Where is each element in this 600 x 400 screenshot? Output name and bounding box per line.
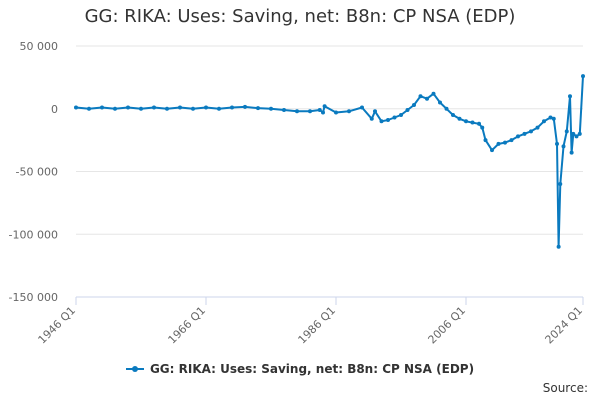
data-point[interactable]	[379, 119, 384, 124]
data-point[interactable]	[555, 141, 559, 146]
data-point[interactable]	[360, 105, 364, 110]
data-point[interactable]	[256, 106, 260, 111]
data-point[interactable]	[470, 120, 475, 125]
data-point[interactable]	[191, 106, 195, 111]
data-point[interactable]	[418, 94, 423, 99]
data-point[interactable]	[457, 116, 462, 121]
data-point[interactable]	[425, 96, 429, 101]
y-tick-label: 0	[51, 103, 58, 116]
data-point[interactable]	[577, 131, 582, 136]
data-point[interactable]	[464, 119, 468, 124]
data-point[interactable]	[322, 104, 327, 109]
data-point[interactable]	[516, 134, 520, 139]
data-point[interactable]	[87, 106, 91, 111]
data-point[interactable]	[509, 138, 514, 143]
data-point[interactable]	[308, 109, 312, 114]
chart-title: GG: RIKA: Uses: Saving, net: B8n: CP NSA…	[84, 6, 516, 27]
data-point[interactable]	[480, 125, 485, 130]
data-point[interactable]	[569, 150, 574, 155]
data-point[interactable]	[444, 106, 449, 111]
data-point[interactable]	[561, 144, 566, 149]
data-point[interactable]	[100, 105, 104, 110]
data-point[interactable]	[178, 105, 182, 110]
data-point[interactable]	[451, 113, 455, 118]
data-point[interactable]	[392, 115, 397, 120]
legend-item[interactable]: GG: RIKA: Uses: Saving, net: B8n: CP NSA…	[125, 362, 475, 376]
data-point[interactable]	[334, 110, 338, 115]
y-tick-label: -150 000	[9, 291, 58, 304]
data-point[interactable]	[412, 102, 416, 107]
data-point[interactable]	[405, 108, 410, 113]
data-point[interactable]	[399, 113, 403, 118]
source-label: Source:	[542, 381, 588, 395]
data-point[interactable]	[165, 106, 169, 111]
y-tick-label: -50 000	[16, 166, 58, 179]
data-point[interactable]	[490, 148, 494, 153]
data-point[interactable]	[152, 105, 156, 110]
data-point[interactable]	[438, 100, 442, 105]
data-point[interactable]	[568, 94, 572, 99]
data-point[interactable]	[558, 182, 563, 187]
y-tick-label: -100 000	[9, 228, 58, 241]
data-point[interactable]	[551, 116, 556, 121]
data-point[interactable]	[522, 131, 527, 136]
data-point[interactable]	[204, 105, 208, 110]
x-axis: 1946 Q1 1966 Q1 1986 Q1 2006 Q1 2024 Q1	[36, 296, 586, 347]
data-point[interactable]	[295, 109, 299, 114]
data-point[interactable]	[431, 91, 436, 96]
data-point[interactable]	[139, 106, 143, 111]
y-axis: 50 000 0 -50 000 -100 000 -150 000	[9, 40, 58, 304]
legend[interactable]: GG: RIKA: Uses: Saving, net: B8n: CP NSA…	[0, 362, 600, 377]
legend-line-icon	[125, 364, 144, 374]
data-point[interactable]	[74, 105, 78, 110]
data-point[interactable]	[282, 108, 286, 113]
data-point[interactable]	[126, 105, 130, 110]
data-point[interactable]	[269, 106, 273, 111]
data-point[interactable]	[548, 115, 553, 120]
data-point[interactable]	[564, 129, 569, 134]
data-point[interactable]	[496, 141, 501, 146]
data-point[interactable]	[574, 134, 579, 139]
x-tick-label: 1966 Q1	[166, 304, 209, 347]
data-point[interactable]	[113, 106, 117, 111]
data-point[interactable]	[317, 108, 322, 113]
grid-lines	[76, 45, 583, 298]
data-point[interactable]	[483, 138, 488, 143]
data-point[interactable]	[369, 116, 374, 121]
data-point[interactable]	[477, 121, 481, 126]
data-point[interactable]	[542, 119, 546, 124]
data-point[interactable]	[347, 109, 351, 114]
data-point[interactable]	[386, 118, 390, 123]
x-tick-label: 2024 Q1	[543, 304, 586, 347]
data-point[interactable]	[243, 104, 247, 109]
data-point[interactable]	[581, 74, 585, 79]
data-point[interactable]	[556, 244, 561, 249]
legend-label: GG: RIKA: Uses: Saving, net: B8n: CP NSA…	[149, 362, 475, 376]
series-line	[75, 76, 584, 248]
data-point[interactable]	[373, 109, 377, 114]
y-tick-label: 50 000	[20, 40, 59, 53]
data-point[interactable]	[503, 140, 507, 145]
data-point[interactable]	[529, 129, 533, 134]
data-point[interactable]	[321, 110, 325, 115]
data-point[interactable]	[217, 106, 221, 111]
x-tick-label: 1986 Q1	[296, 304, 339, 347]
data-point[interactable]	[571, 131, 576, 136]
plot-area	[74, 74, 585, 249]
data-point[interactable]	[230, 105, 234, 110]
data-point[interactable]	[535, 125, 540, 130]
x-tick-label: 2006 Q1	[426, 304, 469, 347]
x-tick-label: 1946 Q1	[36, 304, 79, 347]
